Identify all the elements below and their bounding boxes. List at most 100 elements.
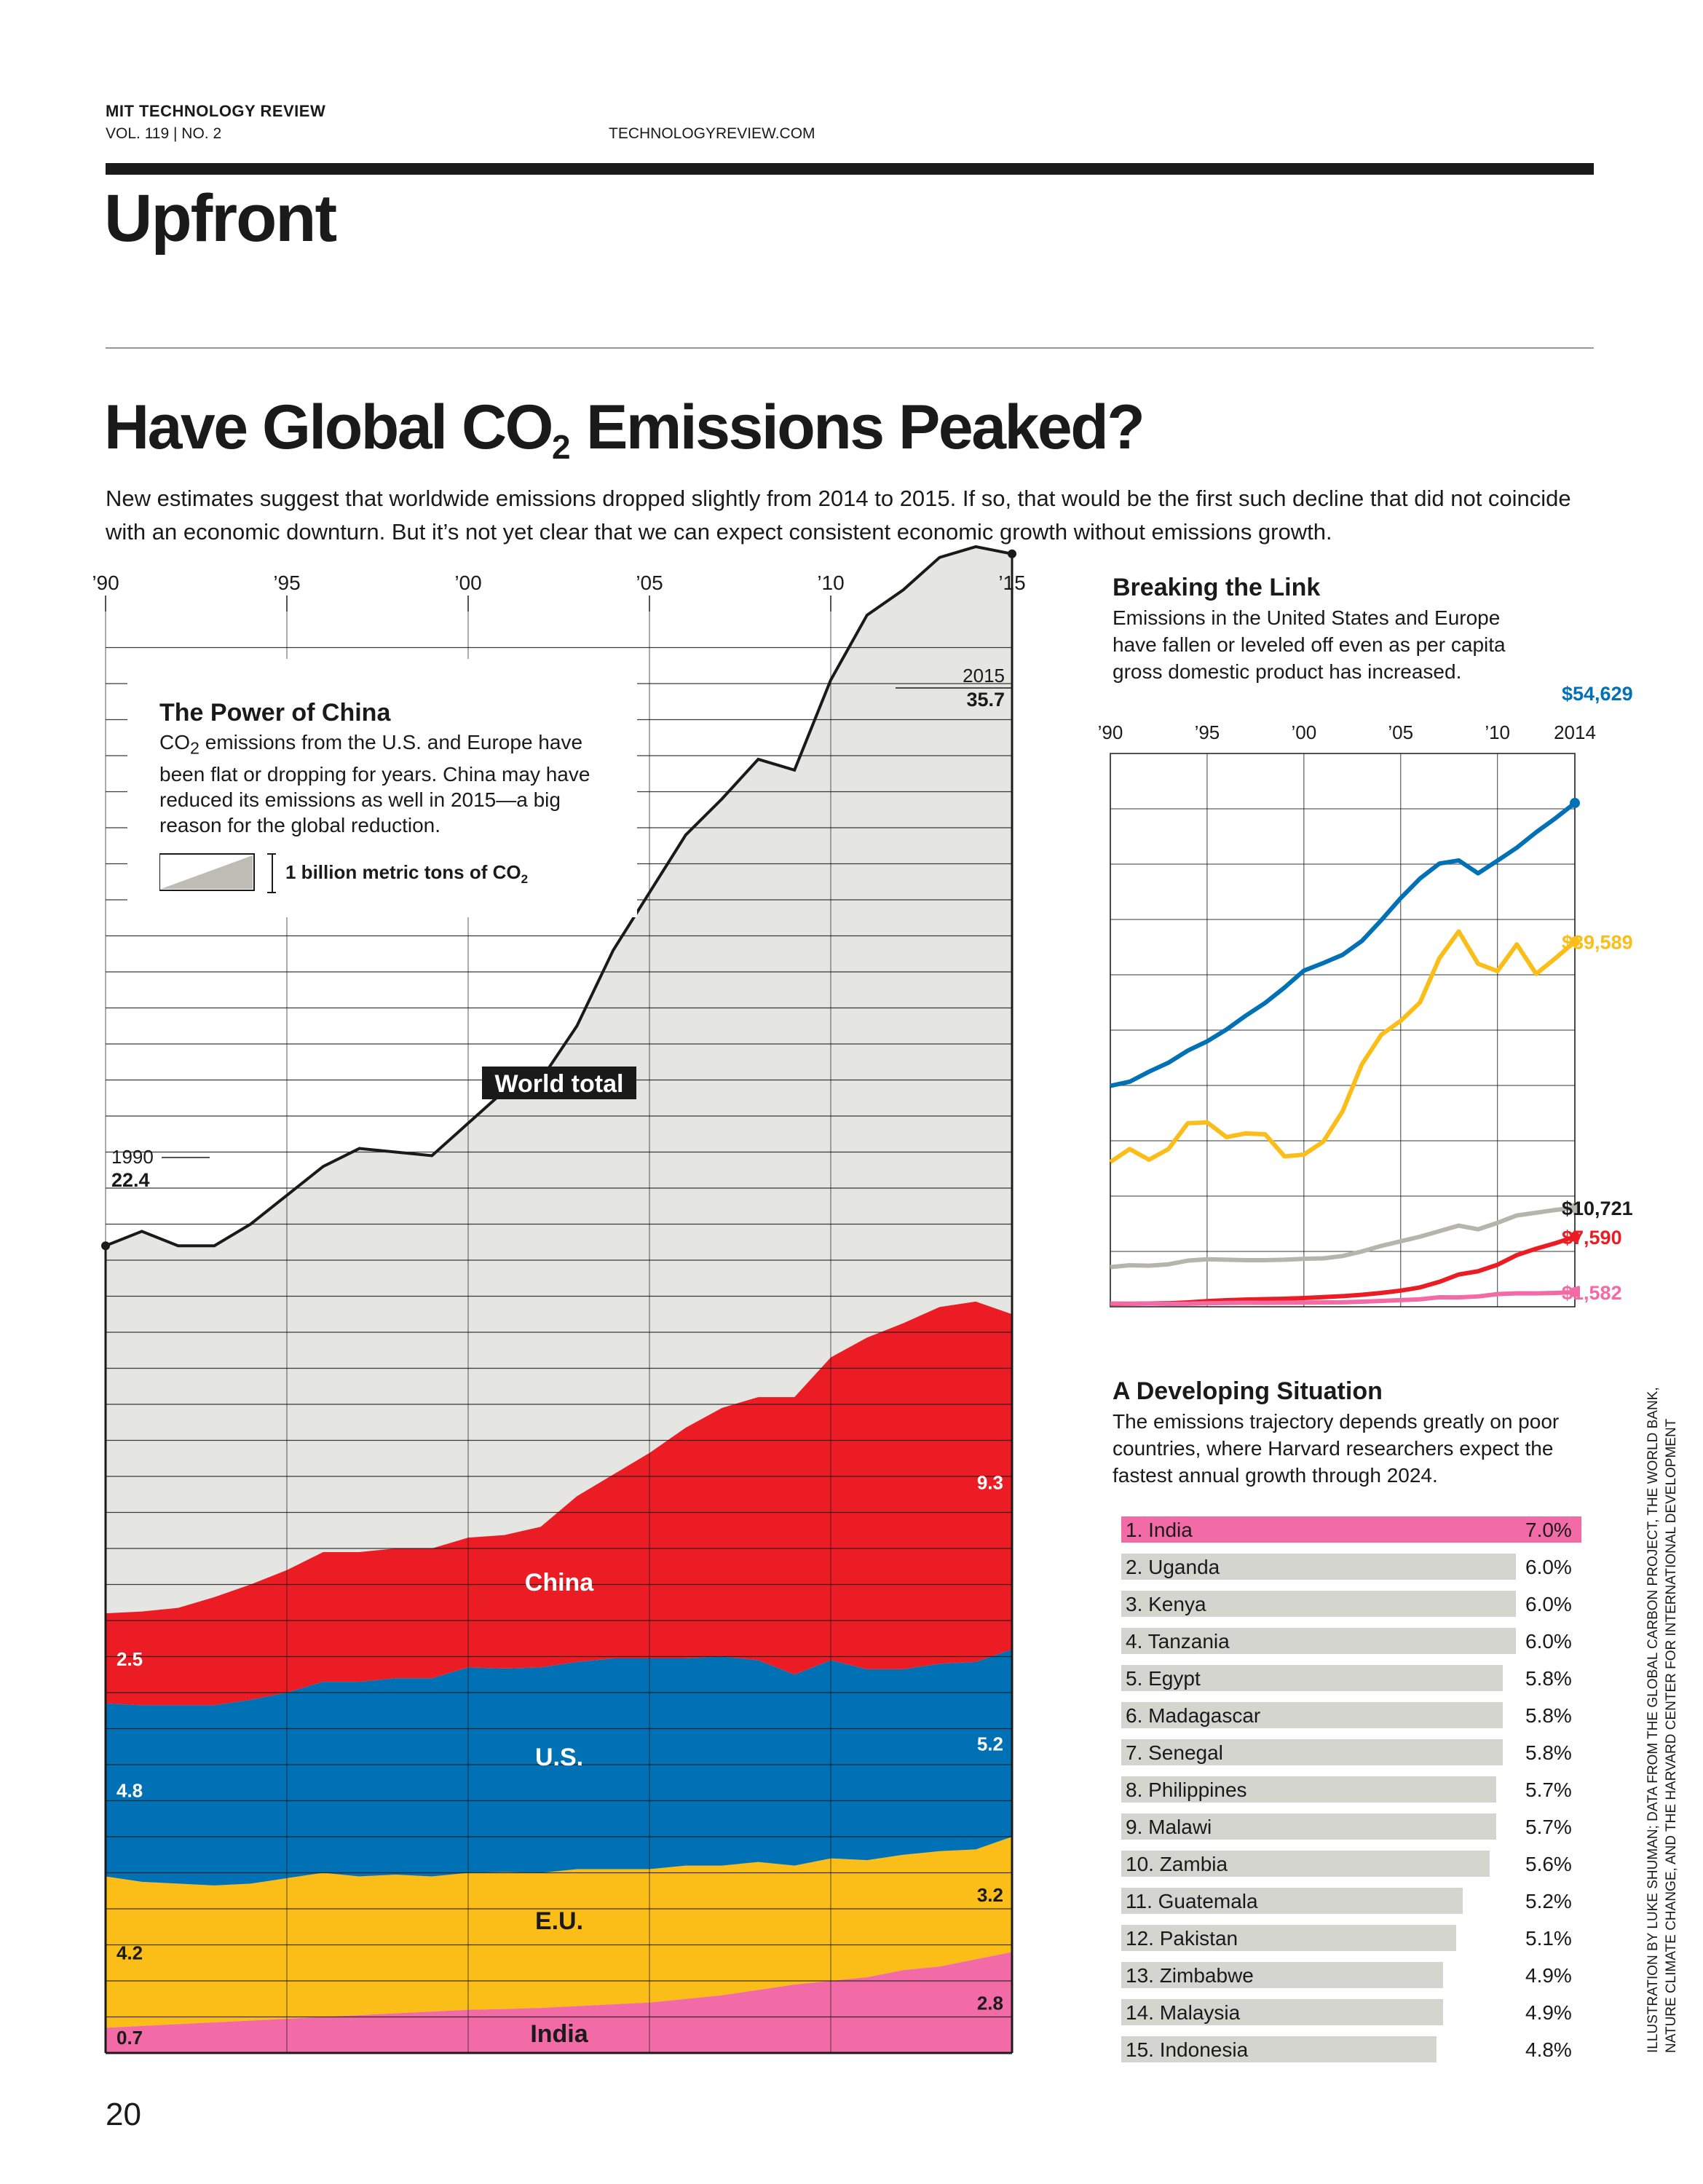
world-total-line [105,545,1013,1248]
series-end-label: 2.8 [977,1993,1003,2014]
gdp-chart-frame [1110,753,1576,1307]
ranking-row: 11. Guatemala 5.2% [1121,1888,1587,1914]
volume-info: VOL. 119 | NO. 2 [106,125,222,142]
china-text-part-2: emissions from the U.S. and Europe have … [159,731,590,836]
ranking-country-label: 12. Pakistan [1126,1927,1238,1950]
gdp-x-tick-label: ’10 [1485,721,1510,743]
scale-legend-label: 1 billion metric tons of CO2 [285,861,528,887]
ranking-row: 6. Madagascar 5.8% [1121,1702,1587,1728]
world-start-point [101,1241,110,1251]
headline-part-2: Emissions Peaked? [570,392,1145,462]
x-tick-label: ’00 [454,571,481,594]
gdp-series-end-label: $54,629 [1562,683,1633,705]
ranking-bar [1121,1888,1463,1914]
ranking-country-label: 6. Madagascar [1126,1704,1261,1727]
area-eu [106,1837,1012,2028]
area-india [106,1952,1012,2053]
gdp-x-tick-label: ’00 [1291,721,1316,743]
top-rule [106,163,1594,175]
ranking-row: 8. Philippines 5.7% [1121,1776,1587,1803]
world-end-value-label: 35.7 [966,689,1005,711]
gdp-series-endpoint [1570,1203,1580,1214]
ranking-row: 14. Malaysia 4.9% [1121,1999,1587,2025]
china-text-part-1: CO [159,731,190,753]
scale-legend-icon [159,853,276,893]
deck-text: New estimates suggest that worldwide emi… [106,486,1571,545]
china-text-subscript: 2 [190,738,199,758]
series-end-label: 9.3 [977,1471,1003,1493]
china-callout-text: CO2 emissions from the U.S. and Europe h… [159,729,625,838]
legend-subscript: 2 [521,872,529,887]
ranking-bar [1121,1999,1444,2025]
ranking-country-label: 9. Malawi [1126,1816,1212,1838]
gdp-series-line [1109,929,1576,1164]
ranking-bar [1121,1591,1516,1617]
gdp-series-endpoint [1570,936,1580,947]
ranking-row: 9. Malawi 5.7% [1121,1813,1587,1840]
ranking-country-label: 15. Indonesia [1126,2038,1249,2061]
series-start-label: 4.8 [116,1780,143,1802]
ranking-bar [1121,1813,1496,1840]
ranking-row: 7. Senegal 5.8% [1121,1739,1587,1765]
world-total-tag [482,1067,636,1099]
series-end-label: 3.2 [977,1884,1003,1906]
gdp-x-tick-label: 2014 [1554,721,1596,743]
page-number: 20 [106,2097,141,2132]
breaking-title: Breaking the Link [1113,574,1321,601]
ranking-row: 10. Zambia 5.6% [1121,1851,1587,1877]
ranking-country-label: 10. Zambia [1126,1853,1228,1875]
credit-line-2: NATURE CLIMATE CHANGE, AND THE HARVARD C… [1664,1418,1679,2053]
ranking-country-label: 3. Kenya [1126,1593,1206,1615]
china-callout-title: The Power of China [159,699,391,727]
ranking-bar [1121,1851,1490,1877]
ranking-row: 2. Uganda 6.0% [1121,1554,1587,1580]
area-china [106,1301,1012,1706]
legend-part-1: 1 billion metric tons of CO [285,861,521,883]
ranking-bar [1121,1702,1503,1728]
gdp-x-tick-label: ’05 [1388,721,1413,743]
gdp-series-endpoint [1570,798,1580,809]
ranking-bar [1121,1665,1503,1691]
headline-part-1: Have Global CO [104,392,553,462]
series-name-india: India [530,2020,588,2048]
ranking-bar [1121,1925,1457,1951]
ranking-bar [1121,1739,1503,1765]
gdp-x-tick-label: ’95 [1195,721,1220,743]
developing-text: The emissions trajectory depends greatly… [1113,1410,1560,1487]
ranking-value-label: 5.8% [1525,1667,1572,1690]
series-name-eu: E.U. [535,1907,583,1935]
world-start-value-label: 22.4 [111,1169,150,1191]
breaking-text: Emissions in the United States and Europ… [1113,606,1506,683]
ranking-row: 5. Egypt 5.8% [1121,1665,1587,1691]
series-start-label: 0.7 [116,2027,143,2049]
publication-name: MIT TECHNOLOGY REVIEW [106,102,326,120]
ranking-country-label: 7. Senegal [1126,1741,1223,1764]
ranking-bar [1121,1516,1581,1543]
ranking-value-label: 6.0% [1525,1556,1572,1578]
ranking-value-label: 5.2% [1525,1890,1572,1912]
ranking-bar [1121,1554,1516,1580]
ranking-country-label: 4. Tanzania [1126,1630,1230,1653]
gdp-series-end-label: $10,721 [1562,1198,1633,1219]
section-title: Upfront [104,181,337,256]
credit-line: ILLUSTRATION BY LUKE SHUMAN; DATA FROM T… [1644,1387,1680,2053]
ranking-row: 13. Zimbabwe 4.9% [1121,1962,1587,1988]
ranking-value-label: 4.9% [1525,1964,1572,1987]
ranking-bar [1121,1962,1444,1988]
ranking-value-label: 5.6% [1525,1853,1572,1875]
gdp-series-end-label: $1,582 [1562,1282,1622,1304]
ranking-country-label: 13. Zimbabwe [1126,1964,1254,1987]
series-name-china: China [525,1569,595,1597]
ranking-row: 4. Tanzania 6.0% [1121,1628,1587,1654]
headline-subscript: 2 [551,428,571,466]
x-tick-label: ’95 [273,571,300,594]
series-end-label: 5.2 [977,1733,1003,1754]
gdp-series-endpoint [1570,1231,1580,1242]
series-name-us: U.S. [535,1744,583,1771]
ranking-country-label: 2. Uganda [1126,1556,1220,1578]
ranking-value-label: 6.0% [1525,1593,1572,1615]
ranking-value-label: 7.0% [1525,1519,1572,1541]
ranking-row: 15. Indonesia 4.8% [1121,2036,1587,2062]
gdp-series-end-label: $39,589 [1562,932,1633,954]
